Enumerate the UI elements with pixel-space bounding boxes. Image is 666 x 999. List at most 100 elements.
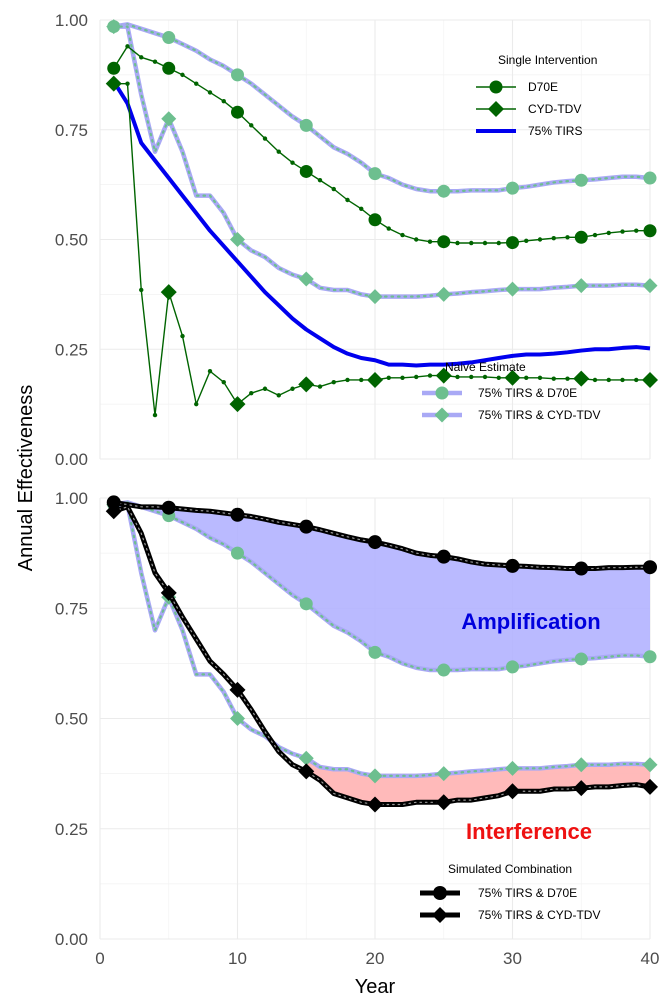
data-point [162, 31, 176, 45]
shaded-region-amplification [113, 502, 650, 670]
bottom-panel: 0.00 0.25 0.50 0.75 1.00 0 10 20 30 40 Amplifica… [55, 489, 660, 968]
data-point-small [152, 59, 158, 64]
legend-label: D70E [528, 80, 558, 94]
y-tick-label: 0.00 [55, 450, 88, 469]
data-point-small [565, 376, 570, 381]
y-tick-label: 1.00 [55, 489, 88, 508]
series-dots [112, 503, 652, 777]
data-point [299, 519, 314, 534]
data-point [643, 224, 657, 238]
y-axis-title: Annual Effectiveness [15, 385, 37, 571]
data-point [368, 167, 382, 181]
data-point-small [194, 401, 199, 407]
data-point-small [414, 237, 419, 242]
legend-label: 75% TIRS & D70E [478, 386, 577, 400]
data-point-small [386, 226, 391, 231]
data-point [161, 111, 177, 127]
data-point [231, 68, 244, 82]
legend-marker [433, 886, 447, 900]
data-point [504, 783, 521, 800]
legend-label: 75% TIRS & D70E [478, 886, 577, 900]
data-point-small [606, 377, 611, 383]
data-point [574, 652, 588, 666]
data-point [368, 645, 382, 659]
legend-title: Naive Estimate [445, 360, 526, 374]
y-tick-label: 0.75 [55, 599, 88, 618]
data-point [231, 546, 244, 560]
bottom-y-tick-labels: 0.00 0.25 0.50 0.75 1.00 [55, 489, 88, 949]
data-point-small [194, 81, 199, 86]
data-point-small [620, 377, 625, 383]
data-point [230, 711, 245, 726]
data-point-small [249, 123, 254, 128]
series-line [113, 45, 650, 244]
legend: Naive Estimate 75% TIRS & D70E 75% TIRS & … [422, 360, 600, 423]
x-tick-label: 20 [366, 949, 385, 968]
x-tick-labels: 0 10 20 30 40 [95, 949, 659, 968]
data-point-small [125, 81, 130, 86]
data-point-small [592, 377, 598, 383]
data-point-small [482, 240, 488, 246]
data-point [106, 495, 121, 510]
data-point-small [469, 374, 474, 380]
data-point-small [620, 229, 625, 234]
data-point-small [524, 238, 529, 244]
data-point-small [606, 230, 611, 236]
data-point-small [221, 379, 226, 385]
data-point-small [345, 197, 350, 203]
legend-marker [488, 101, 504, 117]
legend-marker [489, 80, 503, 94]
data-point [506, 660, 519, 674]
shaded-regions [113, 502, 650, 805]
data-point-small [400, 232, 405, 238]
data-point [506, 181, 519, 195]
data-point-small [180, 72, 185, 78]
data-point [367, 289, 383, 305]
data-point-small [317, 384, 323, 389]
legend-label: 75% TIRS [528, 124, 582, 138]
data-point-small [496, 375, 501, 380]
data-point-small [634, 228, 639, 233]
data-point-small [290, 160, 295, 165]
data-point [161, 500, 176, 515]
bottom-legends: Simulated Combination 75% TIRS & D70E 75% … [420, 862, 600, 923]
data-point [160, 284, 177, 301]
top-panel: 0.00 0.25 0.50 0.75 1.00 Single Intervention… [55, 11, 658, 469]
legend-symbol [476, 80, 516, 94]
data-point-small [345, 377, 350, 383]
data-point [574, 561, 589, 576]
legend-symbol [420, 907, 460, 923]
data-point [298, 750, 314, 766]
y-tick-label: 0.25 [55, 820, 88, 839]
data-point [573, 780, 590, 797]
series-sim_cyd [105, 503, 658, 813]
series-line [112, 80, 651, 368]
y-tick-label: 0.75 [55, 121, 88, 140]
data-point [436, 766, 452, 782]
data-point [573, 757, 589, 773]
data-point-small [290, 386, 295, 391]
annotation-interference: Interference [466, 819, 592, 844]
data-point [643, 560, 657, 575]
data-point-small [331, 186, 336, 192]
data-point [436, 286, 452, 302]
data-point-small [331, 379, 336, 385]
data-point [105, 75, 122, 92]
data-point-small [482, 374, 488, 380]
data-point [106, 19, 122, 35]
legend-label: 75% TIRS & CYD-TDV [478, 908, 600, 922]
data-point-small [537, 237, 543, 242]
annotation-amplification: Amplification [461, 609, 600, 634]
legend-marker [434, 407, 450, 423]
series-dots [112, 501, 652, 672]
data-point [230, 507, 245, 522]
data-point-small [427, 373, 433, 378]
data-point [437, 184, 451, 198]
data-point [230, 232, 245, 247]
data-point-small [551, 376, 556, 381]
legend-symbol [422, 386, 462, 400]
data-point-small [496, 240, 501, 246]
data-point-small [139, 55, 144, 60]
data-point [160, 584, 177, 601]
legend-title: Single Intervention [498, 53, 597, 67]
